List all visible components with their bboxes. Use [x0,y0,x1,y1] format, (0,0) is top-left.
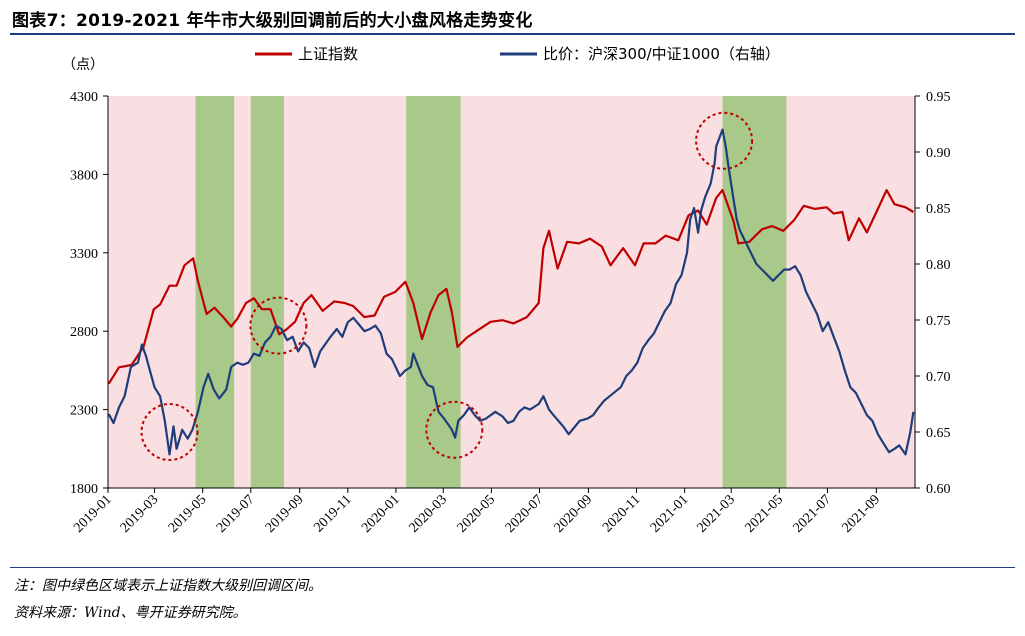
x-tick-label: 2019-05 [166,492,210,536]
correction-band-2 [250,96,284,488]
highlight-circle-1 [140,403,199,461]
left-tick-label: 2800 [70,325,98,340]
left-tick-label: 3800 [70,168,98,183]
x-tick-label: 2020-01 [359,492,403,536]
highlight-circle-2 [249,296,308,355]
right-tick-label: 0.65 [926,426,951,441]
chart-title: 图表7：2019-2021 年牛市大级别回调前后的大小盘风格走势变化 [12,11,533,31]
x-tick-label: 2021-09 [840,492,884,536]
left-tick-label: 1800 [70,482,98,497]
left-tick-label: 3300 [70,247,98,262]
x-tick-label: 2021-01 [648,492,692,536]
x-tick-label: 2020-07 [503,492,547,536]
x-tick-label: 2019-09 [263,492,307,536]
right-tick-label: 0.80 [926,258,951,273]
title-bar: 图表7：2019-2021 年牛市大级别回调前后的大小盘风格走势变化 [0,0,1025,35]
right-tick-label: 0.95 [926,90,951,105]
x-tick-label: 2019-01 [71,492,115,536]
x-tick-label: 2020-05 [455,492,499,536]
series-line-shanghai [107,189,914,385]
legend-label-ratio: 比价：沪深300/中证1000（右轴） [543,45,780,63]
chart: 上证指数 比价：沪深300/中证1000（右轴） （点） 1800 2300 2800 33… [62,45,951,536]
right-tick-label: 0.85 [926,202,951,217]
series-line-ratio [107,128,915,456]
x-tick-label: 2021-05 [743,492,787,536]
left-tick-label: 4300 [70,90,98,105]
right-tick-label: 0.70 [926,370,951,385]
correction-band-3 [406,96,461,488]
x-tick-label: 2021-07 [791,492,835,536]
correction-band-4 [722,96,787,488]
left-tick-label: 2300 [70,404,98,419]
left-axis-unit: （点） [62,57,104,73]
x-tick-label: 2020-11 [600,492,643,535]
highlight-circle-3 [425,400,484,459]
legend: 上证指数 比价：沪深300/中证1000（右轴） [255,45,780,63]
right-tick-label: 0.75 [926,314,951,329]
x-tick-label: 2020-09 [552,492,596,536]
x-tick-label: 2019-03 [118,492,162,536]
title-rule [10,33,1015,35]
footer-rule [10,567,1015,568]
x-tick-label: 2019-07 [214,492,258,536]
x-tick-label: 2020-03 [406,492,450,536]
x-tick-label: 2021-03 [694,492,738,536]
legend-label-shanghai: 上证指数 [298,45,358,63]
chart-note: 注：图中绿色区域表示上证指数大级别回调区间。 [14,578,322,594]
highlight-circle-4 [695,111,754,170]
right-tick-label: 0.60 [926,482,951,497]
right-tick-label: 0.90 [926,146,951,161]
x-tick-label: 2019-11 [311,492,354,535]
source-note: 资料来源：Wind、粤开证券研究院。 [14,605,247,621]
correction-band-1 [195,96,235,488]
